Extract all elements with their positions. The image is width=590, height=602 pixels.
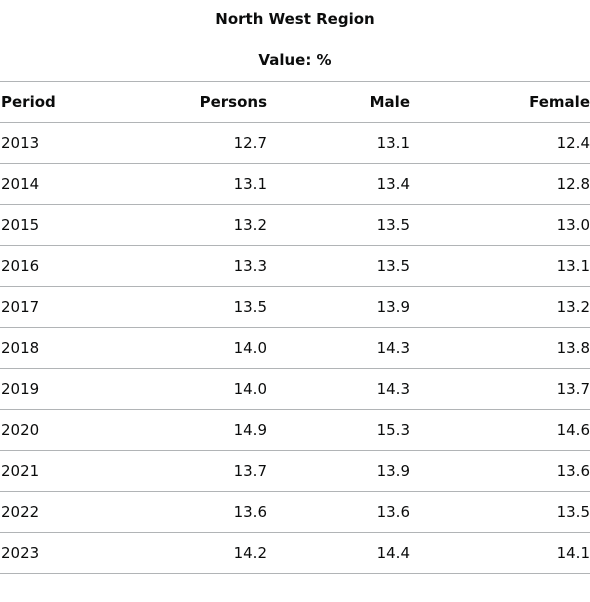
cell-persons: 13.2 [131, 204, 267, 246]
table-row: 2022 13.6 13.6 13.5 [0, 491, 590, 533]
cell-period: 2015 [0, 204, 131, 246]
table-row: 2023 14.2 14.4 14.1 [0, 532, 590, 574]
cell-period: 2017 [0, 286, 131, 328]
header-period: Period [0, 81, 131, 123]
cell-male: 13.1 [267, 122, 410, 164]
table-row: 2016 13.3 13.5 13.1 [0, 245, 590, 287]
cell-male: 14.3 [267, 368, 410, 410]
table-subtitle: Value: % [258, 51, 332, 69]
table-header: Period Persons Male Female [0, 81, 590, 123]
cell-female: 13.6 [410, 450, 590, 492]
table-row: 2018 14.0 14.3 13.8 [0, 327, 590, 369]
cell-persons: 14.9 [131, 409, 267, 451]
cell-period: 2021 [0, 450, 131, 492]
cell-female: 12.4 [410, 122, 590, 164]
cell-male: 13.9 [267, 286, 410, 328]
cell-period: 2019 [0, 368, 131, 410]
cell-male: 13.6 [267, 491, 410, 533]
table-row: 2019 14.0 14.3 13.7 [0, 368, 590, 410]
cell-period: 2016 [0, 245, 131, 287]
table-row: 2021 13.7 13.9 13.6 [0, 450, 590, 492]
table-body: 2013 12.7 13.1 12.4 2014 13.1 13.4 12.8 … [0, 122, 590, 574]
header-male: Male [267, 81, 410, 123]
cell-period: 2018 [0, 327, 131, 369]
cell-persons: 13.3 [131, 245, 267, 287]
cell-persons: 13.5 [131, 286, 267, 328]
cell-male: 14.4 [267, 532, 410, 574]
cell-persons: 14.2 [131, 532, 267, 574]
cell-male: 13.4 [267, 163, 410, 205]
table-row: 2014 13.1 13.4 12.8 [0, 163, 590, 205]
table-title: North West Region [215, 10, 375, 28]
table-container: North West Region Value: % Period Person… [0, 10, 590, 574]
cell-persons: 13.1 [131, 163, 267, 205]
cell-male: 13.5 [267, 245, 410, 287]
cell-female: 14.6 [410, 409, 590, 451]
table-row: 2013 12.7 13.1 12.4 [0, 122, 590, 164]
header-female: Female [410, 81, 590, 123]
cell-period: 2022 [0, 491, 131, 533]
cell-period: 2013 [0, 122, 131, 164]
cell-female: 13.1 [410, 245, 590, 287]
table-row: 2015 13.2 13.5 13.0 [0, 204, 590, 246]
cell-male: 14.3 [267, 327, 410, 369]
cell-female: 13.8 [410, 327, 590, 369]
cell-persons: 13.6 [131, 491, 267, 533]
cell-persons: 14.0 [131, 327, 267, 369]
cell-female: 12.8 [410, 163, 590, 205]
cell-female: 13.2 [410, 286, 590, 328]
cell-period: 2014 [0, 163, 131, 205]
cell-male: 13.5 [267, 204, 410, 246]
cell-female: 13.0 [410, 204, 590, 246]
header-persons: Persons [131, 81, 267, 123]
cell-male: 13.9 [267, 450, 410, 492]
cell-period: 2023 [0, 532, 131, 574]
header-row: Period Persons Male Female [0, 81, 590, 123]
cell-male: 15.3 [267, 409, 410, 451]
cell-female: 14.1 [410, 532, 590, 574]
data-table: Period Persons Male Female 2013 12.7 13.… [0, 81, 590, 574]
cell-persons: 13.7 [131, 450, 267, 492]
cell-persons: 12.7 [131, 122, 267, 164]
table-row: 2017 13.5 13.9 13.2 [0, 286, 590, 328]
cell-female: 13.7 [410, 368, 590, 410]
cell-persons: 14.0 [131, 368, 267, 410]
cell-female: 13.5 [410, 491, 590, 533]
table-row: 2020 14.9 15.3 14.6 [0, 409, 590, 451]
cell-period: 2020 [0, 409, 131, 451]
